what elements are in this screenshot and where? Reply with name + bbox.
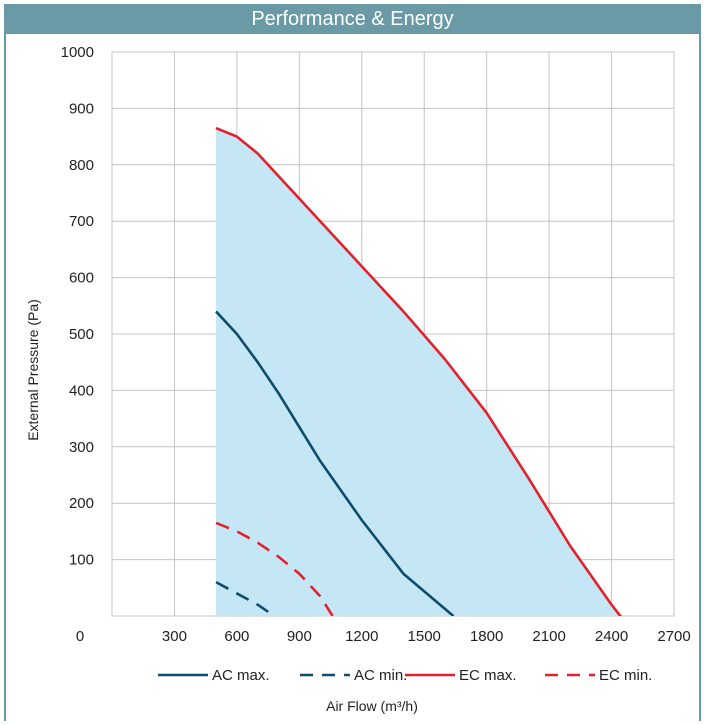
legend-label: AC min.: [354, 667, 407, 684]
x-tick-label: 1800: [470, 628, 503, 645]
x-tick-label: 300: [162, 628, 187, 645]
legend-label: EC max.: [459, 667, 517, 684]
legend-label: AC max.: [212, 667, 270, 684]
y-tick-label: 800: [69, 157, 94, 174]
x-tick-label: 2100: [532, 628, 565, 645]
y-tick-label: 200: [69, 495, 94, 512]
y-tick-label: 500: [69, 326, 94, 343]
x-tick-label: 0: [76, 628, 84, 645]
x-tick-label: 600: [224, 628, 249, 645]
legend-label: EC min.: [599, 667, 652, 684]
series-line-ec-max: [215, 126, 622, 616]
y-tick-label: 400: [69, 382, 94, 399]
x-tick-label: 2400: [595, 628, 628, 645]
x-tick-label: 1200: [345, 628, 378, 645]
chart-frame: [4, 4, 701, 721]
series-line-ac-min: [215, 581, 276, 616]
x-tick-label: 900: [287, 628, 312, 645]
y-tick-label: 100: [69, 552, 94, 569]
y-tick-label: 1000: [61, 44, 94, 61]
series-line-ec-min: [215, 521, 334, 616]
x-axis-label: Air Flow (m³/h): [326, 698, 418, 714]
x-tick-label: 2700: [657, 628, 690, 645]
y-axis-ticks: 100 200 300 400 500 600 700 800 900 1000: [61, 44, 94, 569]
chart-title: Performance & Energy: [4, 4, 701, 34]
series-lines: [215, 126, 622, 616]
y-axis-label: External Pressure (Pa): [25, 299, 41, 441]
y-tick-label: 700: [69, 213, 94, 230]
x-axis-ticks: 0 300 600 900 1200 1500 1800 2100 2400 2700: [76, 628, 691, 645]
operating-area: [216, 128, 656, 616]
y-tick-label: 900: [69, 100, 94, 117]
x-tick-label: 1500: [408, 628, 441, 645]
operating-area-fill: [216, 128, 656, 616]
y-tick-label: 300: [69, 439, 94, 456]
y-tick-label: 600: [69, 270, 94, 287]
legend: AC max. AC min. EC max. EC min.: [158, 667, 652, 684]
series-line-ac-max: [215, 310, 455, 616]
